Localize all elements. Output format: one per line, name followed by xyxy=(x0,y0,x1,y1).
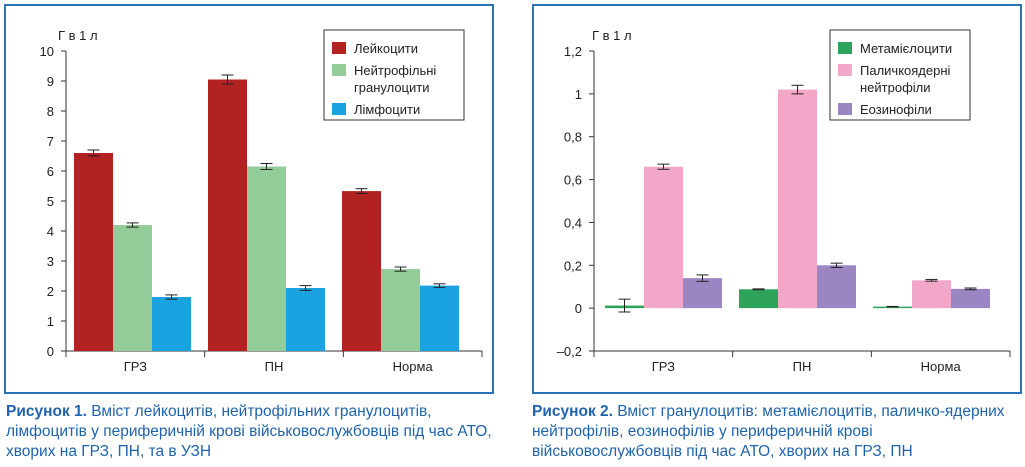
bar xyxy=(342,191,381,351)
legend-swatch xyxy=(838,42,852,54)
legend-label: Нейтрофільні xyxy=(354,63,436,78)
figure-caption-2: Рисунок 2. Вміст гранулоцитів: метамієло… xyxy=(532,402,1022,462)
y-tick-label: 0,4 xyxy=(564,215,582,230)
legend-swatch xyxy=(332,103,346,115)
legend-label: гранулоцити xyxy=(354,80,429,95)
chart-panel-2: Г в 1 л –0,2 0 0,2 0,4 0,6 0,8 1 1,2 ГРЗ ПН Норма М… xyxy=(532,4,1022,394)
y-tick-label: 5 xyxy=(47,194,54,209)
category-label: Норма xyxy=(921,359,962,374)
y-tick-label: 4 xyxy=(47,224,54,239)
legend-label: Паличкоядерні xyxy=(860,63,951,78)
legend-label: Метамієлоцити xyxy=(860,41,952,56)
chart-svg-2: Г в 1 л –0,2 0 0,2 0,4 0,6 0,8 1 1,2 ГРЗ ПН Норма М… xyxy=(557,28,1011,374)
bar xyxy=(152,297,191,351)
y-tick-label: 0,2 xyxy=(564,258,582,273)
y-tick-label: 0 xyxy=(47,344,54,359)
bar xyxy=(683,278,722,309)
caption-label: Рисунок 2. xyxy=(532,403,613,420)
caption-text: Вміст гранулоцитів: метамієлоцитів, пали… xyxy=(532,403,1005,460)
bar xyxy=(817,265,856,309)
caption-text: Вміст лейкоцитів, нейтрофільних гранулоц… xyxy=(6,403,492,460)
legend-label: Лімфоцити xyxy=(354,102,420,117)
legend-swatch xyxy=(838,64,852,76)
legend-label: нейтрофіли xyxy=(860,80,931,95)
y-tick-label: 0 xyxy=(575,301,582,316)
unit-label: Г в 1 л xyxy=(592,28,632,43)
figure-caption-1: Рисунок 1. Вміст лейкоцитів, нейтрофільн… xyxy=(6,402,496,462)
bar xyxy=(873,306,912,309)
y-tick-label: 0,8 xyxy=(564,130,582,145)
caption-label: Рисунок 1. xyxy=(6,403,87,420)
legend-label: Еозинофіли xyxy=(860,102,932,117)
bar xyxy=(420,285,459,351)
bar xyxy=(951,288,990,309)
legend-label: Лейкоцити xyxy=(354,41,418,56)
y-tick-label: 1 xyxy=(47,314,54,329)
legend-box xyxy=(829,29,971,121)
legend-swatch xyxy=(332,64,346,76)
bar xyxy=(247,166,286,351)
bar xyxy=(286,288,325,351)
bar xyxy=(739,289,778,309)
chart-panel-1: Г в 1 л 0 1 2 3 4 5 6 7 8 9 10 ГРЗ ПН Норма Лейкоцити Н… xyxy=(4,4,494,394)
y-tick-label: 9 xyxy=(47,74,54,89)
y-tick-label: 6 xyxy=(47,164,54,179)
bar xyxy=(113,225,152,351)
legend-swatch xyxy=(838,103,852,115)
bar xyxy=(208,79,247,351)
bar xyxy=(778,89,817,309)
bar xyxy=(644,166,683,309)
y-tick-label: 7 xyxy=(47,134,54,149)
category-label: ГРЗ xyxy=(124,359,147,374)
category-label: ПН xyxy=(793,359,812,374)
legend-swatch xyxy=(332,42,346,54)
unit-label: Г в 1 л xyxy=(58,28,98,43)
category-label: ПН xyxy=(265,359,284,374)
category-label: ГРЗ xyxy=(652,359,675,374)
y-tick-label: –0,2 xyxy=(557,344,582,359)
bar xyxy=(912,280,951,309)
y-tick-label: 10 xyxy=(40,44,54,59)
y-tick-label: 3 xyxy=(47,254,54,269)
y-tick-label: 8 xyxy=(47,104,54,119)
y-tick-label: 1,2 xyxy=(564,44,582,59)
legend-box xyxy=(323,29,465,121)
y-tick-label: 1 xyxy=(575,87,582,102)
chart-svg-1: Г в 1 л 0 1 2 3 4 5 6 7 8 9 10 ГРЗ ПН Норма Лейкоцити Н… xyxy=(40,28,483,374)
y-tick-label: 0,6 xyxy=(564,173,582,188)
bar xyxy=(381,269,420,351)
bar xyxy=(74,153,113,351)
category-label: Норма xyxy=(393,359,434,374)
y-tick-label: 2 xyxy=(47,284,54,299)
